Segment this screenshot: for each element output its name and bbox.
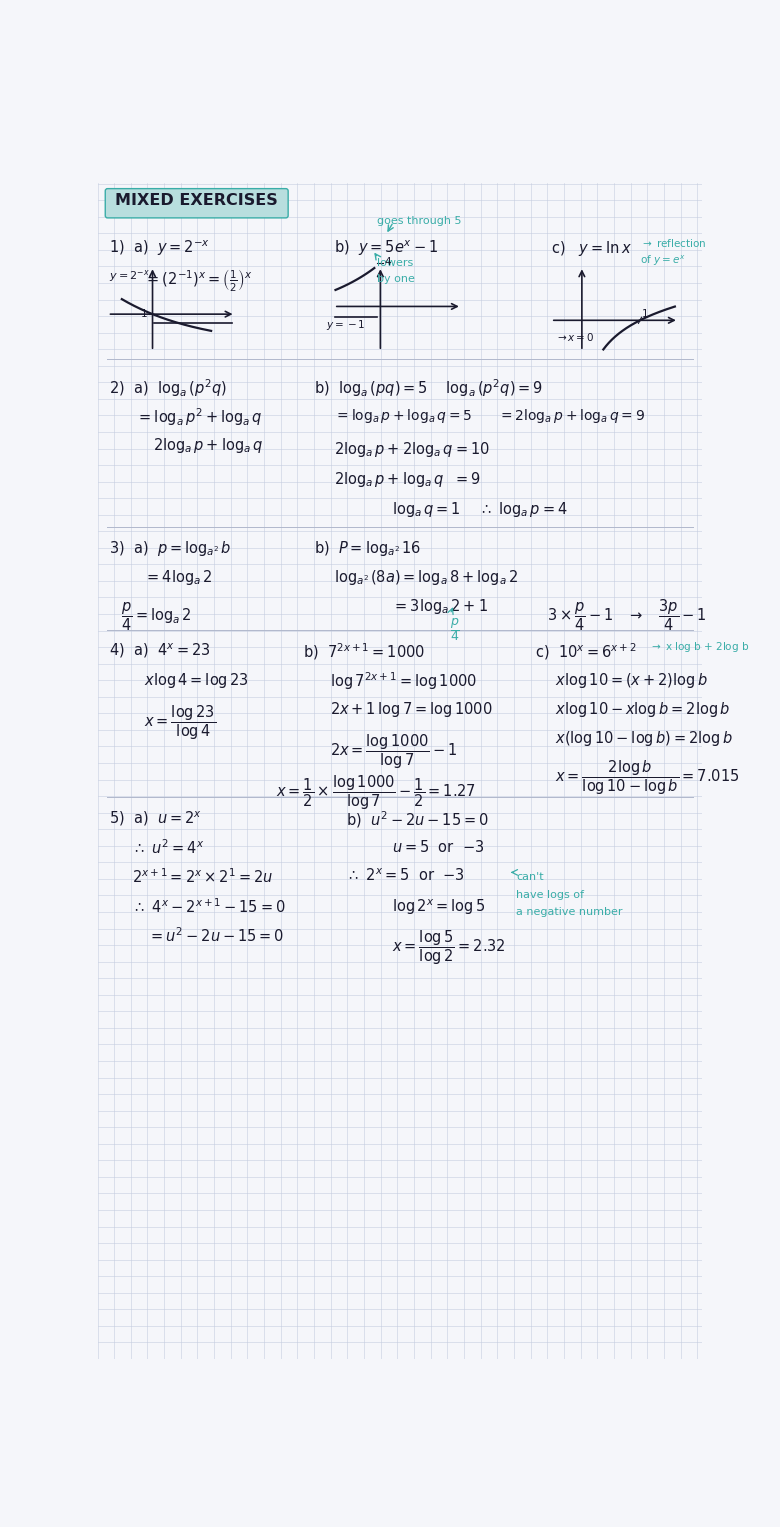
Text: 1)  a)  $y = 2^{-x}$: 1) a) $y = 2^{-x}$ — [109, 238, 210, 258]
Text: b)  $7^{2x+1} = 1000$: b) $7^{2x+1} = 1000$ — [303, 641, 425, 663]
Text: lowers: lowers — [377, 258, 413, 267]
Text: $x(\log 10 - \log b) = 2\log b$: $x(\log 10 - \log b) = 2\log b$ — [555, 730, 733, 748]
Text: $= 4\log_a 2$: $= 4\log_a 2$ — [144, 568, 213, 588]
Text: goes through 5: goes through 5 — [377, 215, 461, 226]
Text: b)  $P = \log_{a^2} 16$: b) $P = \log_{a^2} 16$ — [314, 539, 421, 557]
Text: $\therefore\ u^2 = 4^x$: $\therefore\ u^2 = 4^x$ — [133, 838, 204, 857]
Text: $= 3\log_a 2 + 1$: $= 3\log_a 2 + 1$ — [392, 597, 488, 617]
Text: 1: 1 — [642, 308, 648, 319]
Text: 4)  a)  $4^x = 23$: 4) a) $4^x = 23$ — [109, 641, 211, 660]
Text: $\rightarrow$ x log b + 2log b: $\rightarrow$ x log b + 2log b — [649, 640, 750, 654]
Text: $= \log_a p^2 + \log_a q$: $= \log_a p^2 + \log_a q$ — [136, 406, 263, 428]
Text: $= u^2 - 2u - 15 = 0$: $= u^2 - 2u - 15 = 0$ — [148, 927, 284, 945]
Text: $x \log 10 = (x+2)\log b$: $x \log 10 = (x+2)\log b$ — [555, 670, 707, 690]
Text: b)  $u^2 - 2u - 15 = 0$: b) $u^2 - 2u - 15 = 0$ — [346, 809, 488, 831]
Text: $\log 2^x = \log 5$: $\log 2^x = \log 5$ — [392, 896, 485, 916]
FancyBboxPatch shape — [105, 189, 288, 218]
Text: by one: by one — [377, 275, 414, 284]
Text: c)   $y = \ln x$: c) $y = \ln x$ — [551, 238, 632, 258]
Text: $\therefore\ 4^x - 2^{x+1} - 15 = 0$: $\therefore\ 4^x - 2^{x+1} - 15 = 0$ — [133, 896, 286, 916]
Text: $y = -1$: $y = -1$ — [326, 318, 366, 331]
Text: can't: can't — [516, 872, 544, 883]
Text: $\log_{a^2}(8a) = \log_a 8 + \log_a 2$: $\log_{a^2}(8a) = \log_a 8 + \log_a 2$ — [334, 568, 518, 588]
Text: $\therefore\ 2^x = 5$  or  $-3$: $\therefore\ 2^x = 5$ or $-3$ — [346, 867, 464, 884]
Text: $\dfrac{p}{4} = \log_a 2$: $\dfrac{p}{4} = \log_a 2$ — [121, 600, 191, 634]
Text: $x = \dfrac{\log 5}{\log 2} = 2.32$: $x = \dfrac{\log 5}{\log 2} = 2.32$ — [392, 928, 506, 967]
Text: $\log_a q = 1$    $\therefore \ \log_a p = 4$: $\log_a q = 1$ $\therefore \ \log_a p = … — [392, 501, 568, 519]
Text: $\rightarrow x=0$: $\rightarrow x=0$ — [555, 331, 594, 344]
Text: 1: 1 — [141, 308, 148, 319]
Text: $\dfrac{p}{4}$: $\dfrac{p}{4}$ — [450, 615, 460, 643]
Text: $3 \times \dfrac{p}{4} - 1$   $\rightarrow$   $\dfrac{3p}{4} - 1$: $3 \times \dfrac{p}{4} - 1$ $\rightarrow… — [547, 597, 707, 634]
Text: $x = \dfrac{1}{2} \times \dfrac{\log 1000}{\log 7} - \dfrac{1}{2} = 1.27$: $x = \dfrac{1}{2} \times \dfrac{\log 100… — [276, 774, 475, 812]
Text: a negative number: a negative number — [516, 907, 622, 918]
Text: 2)  a)  $\log_a(p^2 q)$: 2) a) $\log_a(p^2 q)$ — [109, 377, 227, 399]
Text: c)  $10^x = 6^{x+2}$: c) $10^x = 6^{x+2}$ — [535, 641, 637, 663]
Text: $2x + 1 \,\log 7 = \log 1000$: $2x + 1 \,\log 7 = \log 1000$ — [330, 699, 492, 719]
Text: $x \log 10 - x\log b = 2\log b$: $x \log 10 - x\log b = 2\log b$ — [555, 699, 730, 719]
Text: $= \log_a p + \log_a q = 5$      $= 2\log_a p + \log_a q = 9$: $= \log_a p + \log_a q = 5$ $= 2\log_a p… — [334, 406, 645, 425]
Text: of $y = e^x$: of $y = e^x$ — [640, 253, 686, 269]
Text: 3)  a)  $p = \log_{a^2} b$: 3) a) $p = \log_{a^2} b$ — [109, 539, 232, 557]
Text: 5)  a)  $u = 2^x$: 5) a) $u = 2^x$ — [109, 809, 202, 828]
Text: $y = 2^{-x}$: $y = 2^{-x}$ — [109, 267, 150, 284]
Text: $\log 7^{2x+1} = \log 1000$: $\log 7^{2x+1} = \log 1000$ — [330, 670, 477, 692]
Text: b)  $\log_a(pq) = 5$    $\log_a(p^2 q) = 9$: b) $\log_a(pq) = 5$ $\log_a(p^2 q) = 9$ — [314, 377, 544, 399]
Text: $2\log_a p + \log_a q \ \ = 9$: $2\log_a p + \log_a q \ \ = 9$ — [334, 470, 480, 489]
Text: $2^{x+1} = 2^x \times 2^1 = 2u$: $2^{x+1} = 2^x \times 2^1 = 2u$ — [133, 867, 274, 887]
Text: $2\log_a p + \log_a q$: $2\log_a p + \log_a q$ — [154, 435, 264, 455]
Text: $2\log_a p + 2\log_a q = 10$: $2\log_a p + 2\log_a q = 10$ — [334, 440, 490, 460]
Text: $x = \dfrac{\log 23}{\log 4}$: $x = \dfrac{\log 23}{\log 4}$ — [144, 702, 216, 742]
Text: $\rightarrow$ reflection: $\rightarrow$ reflection — [640, 237, 707, 249]
Text: $x = \dfrac{2\log b}{\log 10 - \log b} = 7.015$: $x = \dfrac{2\log b}{\log 10 - \log b} =… — [555, 759, 739, 797]
Text: $2x = \dfrac{\log 1000}{\log 7} - 1$: $2x = \dfrac{\log 1000}{\log 7} - 1$ — [330, 733, 457, 771]
Text: 4: 4 — [385, 257, 391, 267]
Text: MIXED EXERCISES: MIXED EXERCISES — [115, 194, 278, 209]
Text: have logs of: have logs of — [516, 890, 584, 899]
Text: $u = 5$  or  $-3$: $u = 5$ or $-3$ — [392, 838, 484, 855]
Text: $x \log 4 = \log 23$: $x \log 4 = \log 23$ — [144, 670, 249, 690]
Text: b)  $y = 5e^x - 1$: b) $y = 5e^x - 1$ — [334, 238, 438, 258]
Text: $= (2^{-1})^x = \left(\frac{1}{2}\right)^x$: $= (2^{-1})^x = \left(\frac{1}{2}\right)… — [144, 267, 253, 293]
